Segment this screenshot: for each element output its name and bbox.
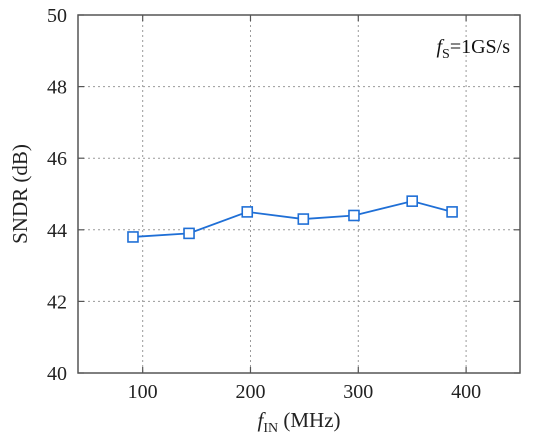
x-tick-label: 300 xyxy=(343,381,373,403)
x-axis-label-unit: (MHz) xyxy=(278,408,340,432)
y-tick-label: 42 xyxy=(47,291,67,313)
data-point-marker xyxy=(446,206,458,218)
x-axis-label-symbol: f xyxy=(257,408,266,432)
data-point-marker xyxy=(348,209,360,222)
axis-ticks: 100 200 300 400 40 42 44 46 48 50 xyxy=(47,5,520,403)
data-point-marker xyxy=(297,213,310,225)
series-line xyxy=(132,200,453,238)
y-tick-label: 48 xyxy=(47,77,67,99)
annotation-symbol: f xyxy=(436,36,444,58)
data-point-marker xyxy=(183,227,195,240)
grid xyxy=(78,15,520,373)
data-point-marker xyxy=(406,195,418,207)
y-tick-label: 40 xyxy=(47,363,67,385)
data-point-marker xyxy=(127,231,139,243)
sample-rate-annotation: fS=1GS/s xyxy=(436,36,510,62)
plot-frame xyxy=(77,14,521,374)
x-tick-label: 200 xyxy=(235,381,265,403)
x-axis-label: fIN (MHz) xyxy=(257,408,340,436)
x-tick-label: 400 xyxy=(451,381,481,403)
y-tick-label: 44 xyxy=(47,220,67,242)
annotation-subscript: S xyxy=(442,47,450,62)
y-tick-label: 50 xyxy=(47,5,67,27)
data-point-marker xyxy=(241,206,254,218)
series xyxy=(127,195,458,243)
y-tick-label: 46 xyxy=(47,148,67,170)
annotation-value: =1GS/s xyxy=(450,36,510,58)
x-tick-label: 100 xyxy=(128,381,158,403)
x-axis-label-subscript: IN xyxy=(263,421,278,436)
y-axis-label: SNDR (dB) xyxy=(8,144,32,244)
